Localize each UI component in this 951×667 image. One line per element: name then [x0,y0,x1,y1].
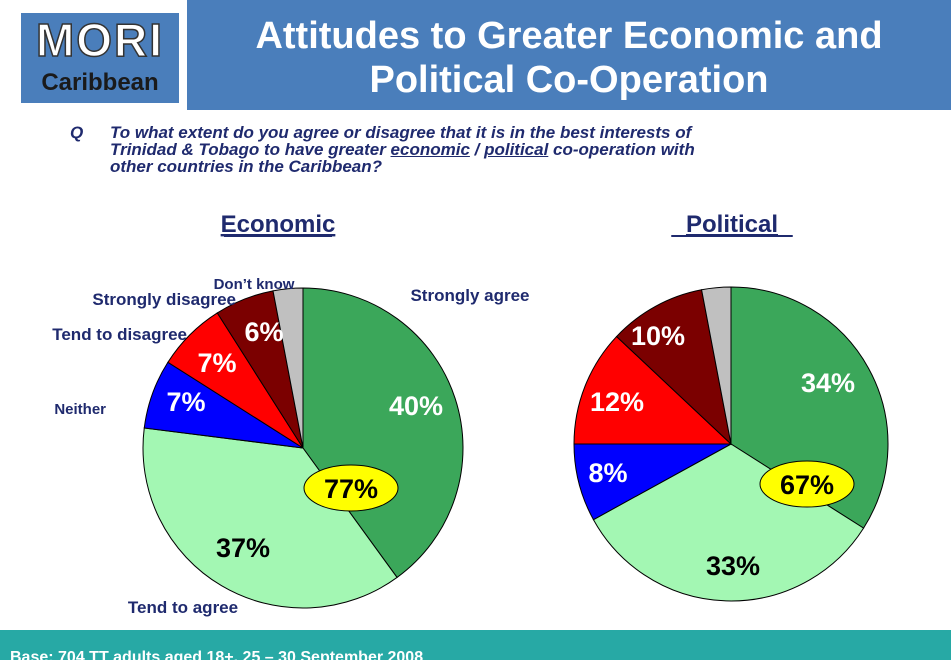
economic-value-neither: 7% [166,387,205,417]
title-line-2: Political Co-Operation [369,59,769,101]
political-summary-bubble [759,460,855,508]
economic-value-strongly-agree: 40% [389,391,443,421]
question-text-part2: co-operation with other countries in the… [110,140,695,176]
question-separator: / [469,140,485,159]
logo-main-text: MORI [35,14,165,66]
political-value-tend-to-agree: 33% [706,551,760,581]
question-text-part1: To what extent do you agree or disagree … [110,123,692,159]
economic-summary-bubble [303,464,399,512]
header: MORI Caribbean Attitudes to Greater Econ… [0,0,951,110]
economic-value-tend-to-agree: 37% [216,533,270,563]
question-underline-economic: economic [390,140,470,159]
logo-sub-text: Caribbean [41,69,159,96]
economic-value-strongly-disagree: 6% [244,317,283,347]
economic-category-strongly-agree: Strongly agree [410,286,529,305]
title-bar: Attitudes to Greater Economic and Politi… [187,0,951,110]
question-underline-political: political [484,140,549,159]
economic-slice-strongly-agree [302,287,464,579]
title-line-1: Attitudes to Greater Economic and [255,15,883,57]
political-slice-dont-know [700,286,732,445]
political-summary-label: 67% [780,470,834,500]
base-note: Base: 704 TT adults aged 18+, 25 – 30 Se… [10,649,424,666]
political-slice-tend-to-agree [592,443,865,602]
political-value-neither: 8% [588,458,627,488]
pie-charts: Economic 77% 40% 37% 7% 7% 6% Strongly agree Ten… [52,211,889,617]
political-slice-strongly-disagree [615,289,732,446]
political-slice-tend-to-disagree [573,335,733,445]
footer: Base: 704 TT adults aged 18+, 25 – 30 Se… [0,630,951,666]
political-slice-strongly-agree [730,286,889,529]
economic-slice-tend-to-agree [142,427,398,609]
economic-category-neither: Neither [54,401,106,418]
economic-category-tend-to-agree: Tend to agree [128,598,238,617]
economic-category-dont-know: Don’t know [214,276,295,293]
economic-category-tend-to-disagree: Tend to disagree [52,325,187,344]
economic-chart-title: Economic [221,211,336,238]
economic-slice-dont-know [272,287,304,449]
question-text: To what extent do you agree or disagree … [110,124,920,175]
economic-value-tend-to-disagree: 7% [197,348,236,378]
political-chart-title: Political [686,211,778,238]
mori-logo: MORI Caribbean [19,11,181,105]
economic-summary-label: 77% [324,474,378,504]
question-prefix: Q [70,123,84,142]
political-value-strongly-agree: 34% [801,368,855,398]
page-title: Attitudes to Greater Economic and Politi… [187,14,951,102]
economic-category-strongly-disagree: Strongly disagree [92,290,236,309]
political-value-tend-to-disagree: 12% [590,387,644,417]
political-value-strongly-disagree: 10% [631,321,685,351]
